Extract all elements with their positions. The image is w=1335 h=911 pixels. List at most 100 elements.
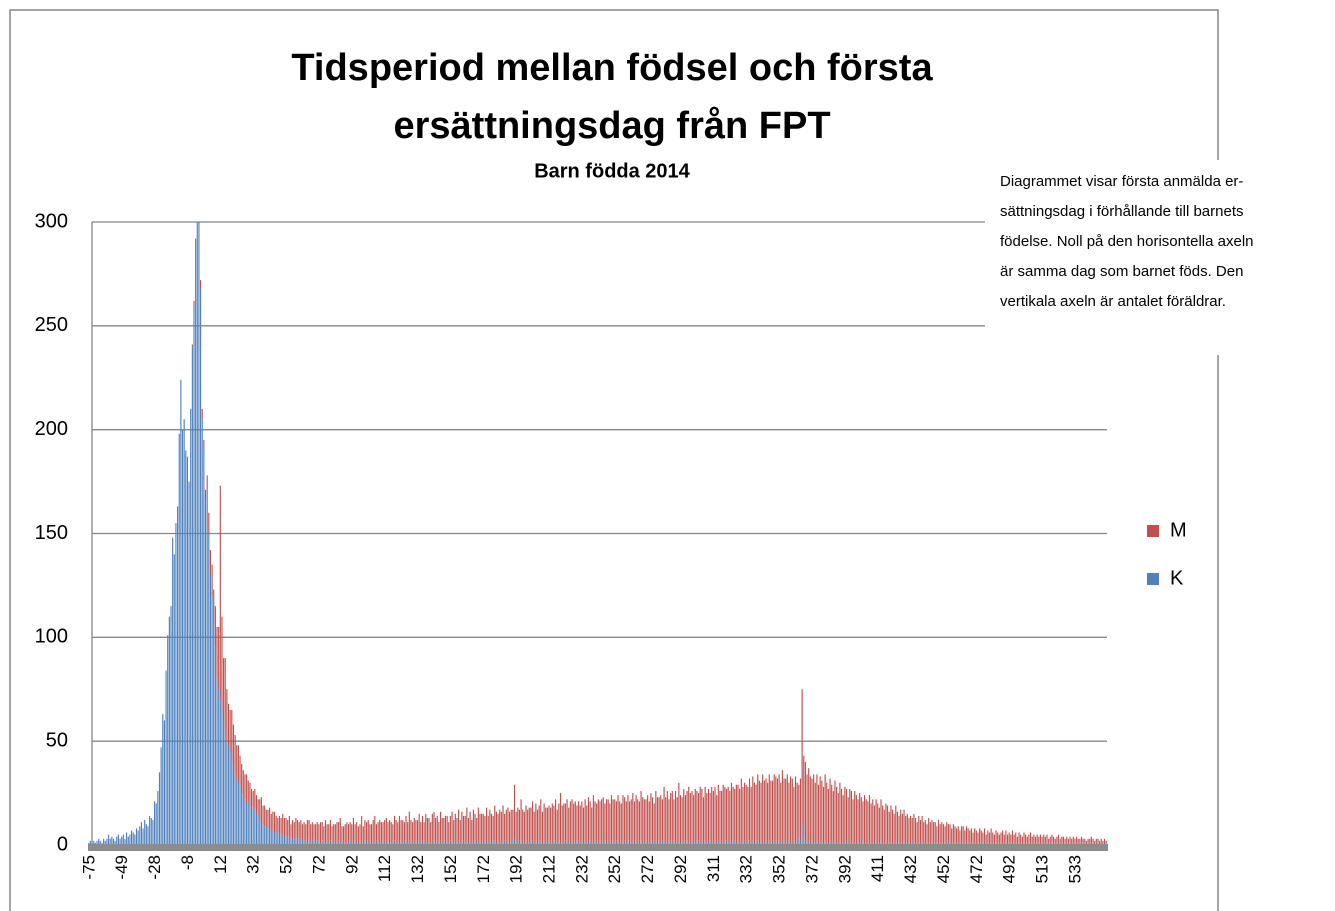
bar [342, 826, 345, 841]
bar [775, 776, 777, 841]
bar [403, 840, 405, 845]
bar [638, 801, 640, 841]
bar [226, 741, 228, 845]
bar [209, 550, 212, 576]
bar [942, 842, 945, 845]
bar [640, 791, 642, 841]
bar [292, 838, 294, 845]
bar [472, 840, 474, 845]
bar [684, 840, 687, 845]
bar [900, 842, 902, 845]
bar [964, 830, 966, 843]
bar [277, 818, 279, 833]
bar [970, 842, 972, 845]
bar [223, 658, 225, 721]
bar [1059, 842, 1061, 845]
bar [1005, 830, 1007, 841]
bar [351, 842, 353, 845]
bar [578, 840, 580, 845]
bar [548, 842, 550, 845]
bar [931, 820, 933, 843]
bar [285, 836, 287, 845]
bar [1064, 838, 1066, 843]
bar [433, 811, 435, 843]
bar [888, 842, 890, 845]
bar [674, 791, 677, 841]
bar [829, 840, 831, 845]
bar [382, 822, 384, 841]
bar [686, 791, 688, 841]
bar [525, 842, 527, 845]
bar [397, 840, 399, 845]
bar [829, 778, 831, 841]
bar [559, 793, 562, 843]
bar [485, 807, 488, 841]
bar [211, 595, 213, 845]
bar [602, 797, 604, 843]
bar [609, 803, 611, 843]
bar [642, 842, 644, 845]
bar [116, 836, 118, 845]
bar [887, 840, 889, 845]
bar [198, 222, 200, 845]
bar [282, 834, 284, 845]
bar [515, 840, 517, 845]
bar [324, 820, 327, 843]
bar [1013, 834, 1015, 843]
bar [826, 782, 828, 843]
bar [477, 840, 479, 845]
bar [344, 824, 346, 843]
bar [1085, 840, 1088, 843]
bar [310, 824, 312, 841]
bar [412, 840, 414, 845]
bar [737, 840, 739, 845]
bar [344, 842, 346, 845]
bar [1076, 842, 1078, 845]
bar [979, 828, 981, 843]
bar [1039, 834, 1042, 843]
bar [204, 489, 207, 503]
bar [530, 807, 532, 841]
bar [541, 842, 544, 845]
bar [208, 512, 210, 534]
bar [701, 840, 703, 845]
bar [965, 826, 968, 843]
bar [413, 818, 415, 843]
bar [408, 811, 410, 841]
bar [444, 842, 447, 845]
bar [620, 840, 622, 845]
bar [178, 433, 180, 845]
bar [1043, 842, 1045, 845]
bar [870, 803, 872, 843]
bar [1072, 842, 1074, 845]
bar [951, 842, 953, 845]
bar [740, 840, 742, 845]
bar [479, 842, 481, 845]
bar [752, 776, 754, 841]
bar [328, 842, 330, 845]
bar [1043, 834, 1045, 843]
bar [275, 832, 277, 845]
bar [916, 842, 918, 845]
bar [826, 842, 828, 845]
bar [1051, 842, 1053, 845]
bar [594, 801, 596, 843]
bar [88, 842, 90, 845]
bar [467, 842, 470, 845]
bar [1069, 842, 1071, 845]
bar [395, 842, 397, 845]
bar [1053, 836, 1055, 843]
bar [1057, 834, 1060, 843]
bar [372, 820, 374, 841]
bar [679, 842, 682, 845]
bar [712, 840, 714, 845]
bar [791, 840, 793, 845]
bar [318, 824, 320, 841]
bar [255, 795, 258, 814]
bar [384, 840, 386, 845]
bar [278, 815, 281, 835]
bar [239, 786, 241, 845]
bar [990, 828, 992, 843]
bar [278, 834, 281, 845]
bar [334, 824, 336, 841]
